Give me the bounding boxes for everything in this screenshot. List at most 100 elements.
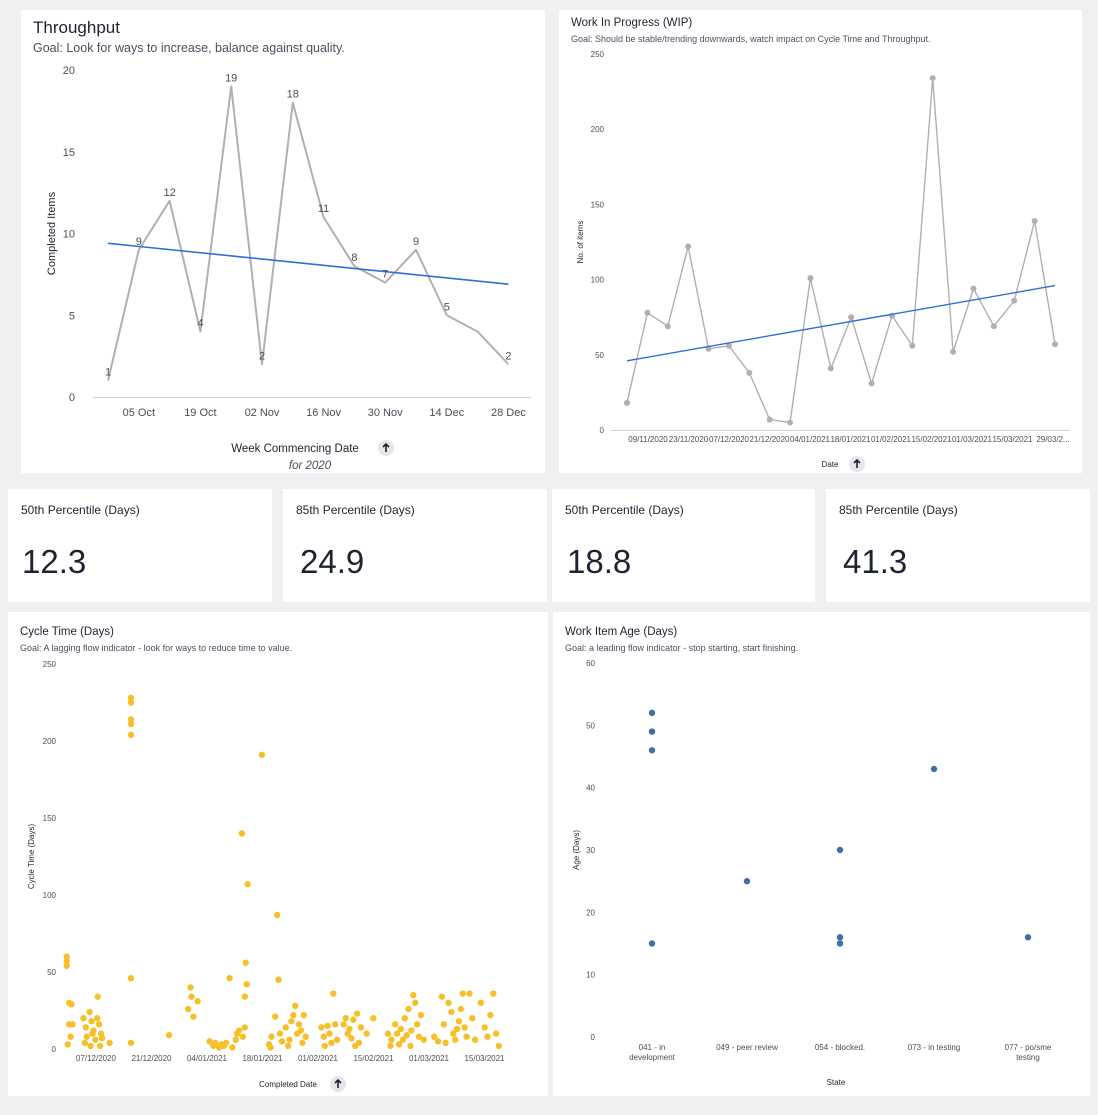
y-axis-title: No. of items <box>576 221 585 264</box>
cycle-time-subtitle: Goal: A lagging flow indicator - look fo… <box>20 643 293 653</box>
x-tick-label: 01/03/2021 <box>952 435 993 444</box>
data-point <box>384 1030 392 1037</box>
x-tick-label: 29/03/2... <box>1036 435 1069 444</box>
data-point <box>929 75 936 82</box>
data-point <box>399 1036 407 1043</box>
data-point <box>83 1033 90 1040</box>
data-point <box>243 981 250 988</box>
data-point <box>88 1018 95 1025</box>
data-point <box>272 1013 279 1020</box>
data-point <box>387 1042 394 1050</box>
y-tick-label: 20 <box>586 908 595 917</box>
data-point <box>63 962 70 970</box>
data-point <box>258 751 266 759</box>
y-tick-label: 60 <box>586 659 595 668</box>
y-tick-label: 50 <box>47 968 56 977</box>
x-tick-label: 18/01/2021 <box>242 1054 283 1063</box>
data-point <box>1024 934 1032 941</box>
data-point <box>348 1035 355 1042</box>
data-point <box>405 1005 412 1013</box>
data-label: 4 <box>197 318 203 330</box>
data-point <box>127 974 135 982</box>
data-point <box>492 1030 500 1037</box>
sort-arrow-up-icon[interactable] <box>378 440 394 456</box>
data-point <box>787 419 794 426</box>
data-point <box>302 1033 309 1040</box>
x-tick-label: 049 - peer review <box>716 1043 778 1052</box>
y-tick-label: 150 <box>43 814 57 823</box>
data-point <box>190 1013 197 1020</box>
data-point <box>241 993 248 1000</box>
data-point <box>94 1015 101 1022</box>
data-point <box>477 999 485 1006</box>
data-point <box>320 1033 327 1040</box>
data-label: 8 <box>351 252 357 264</box>
cycle-time-card: Cycle Time (Days) Goal: A lagging flow i… <box>8 612 548 1096</box>
x-tick-label: 01/02/2021 <box>298 1054 339 1063</box>
data-point <box>407 1042 414 1050</box>
x-tick-label: 21/12/2020 <box>131 1054 172 1063</box>
x-tick-label: testing <box>1016 1053 1040 1062</box>
kpi-value: 41.3 <box>843 543 908 580</box>
data-point <box>685 243 692 250</box>
x-tick-label: 04/01/2021 <box>187 1054 228 1063</box>
data-point <box>481 1024 488 1031</box>
data-point <box>127 1039 135 1047</box>
data-point <box>848 314 855 321</box>
x-tick-label: 15/03/2021 <box>992 435 1033 444</box>
data-point <box>276 1030 284 1037</box>
data-point <box>451 1036 459 1043</box>
data-point <box>184 1005 192 1013</box>
data-point <box>212 1039 219 1047</box>
kpi-value: 24.9 <box>300 543 365 580</box>
data-point <box>232 1036 239 1043</box>
y-tick-label: 150 <box>591 200 605 209</box>
work-item-age-card: Work Item Age (Days) Goal: a leading flo… <box>553 612 1090 1096</box>
x-tick-label: 07/12/2020 <box>76 1054 117 1063</box>
data-point <box>267 1044 274 1051</box>
data-point <box>471 1036 479 1043</box>
data-point <box>484 1033 491 1040</box>
x-tick-label: 04/01/2021 <box>790 435 831 444</box>
y-tick-label: 200 <box>43 737 57 746</box>
data-point <box>275 976 282 983</box>
data-point <box>457 1005 465 1013</box>
data-point <box>403 1031 410 1039</box>
data-point <box>461 1024 468 1031</box>
wip-subtitle: Goal: Should be stable/trending downward… <box>571 34 931 44</box>
x-tick-label: 077 - po/sme <box>1005 1043 1052 1052</box>
data-point <box>295 1021 303 1028</box>
data-point <box>64 1041 71 1048</box>
data-point <box>284 1042 292 1050</box>
kpi-value: 18.8 <box>567 543 632 580</box>
sort-arrow-up-icon[interactable] <box>849 456 865 472</box>
x-axis-title: Completed Date <box>259 1080 317 1089</box>
x-tick-label: 30 Nov <box>368 407 403 419</box>
data-label: 1 <box>105 367 111 379</box>
data-point <box>268 1033 275 1040</box>
x-tick-label: 14 Dec <box>429 407 464 419</box>
data-label: 9 <box>136 236 142 248</box>
data-point <box>330 990 337 997</box>
data-point <box>68 1001 75 1008</box>
data-label: 9 <box>413 236 419 248</box>
data-point <box>288 1018 295 1025</box>
y-tick-label: 0 <box>69 392 75 404</box>
kpi-title: 50th Percentile (Days) <box>565 503 684 517</box>
data-point <box>127 716 135 723</box>
data-label: 5 <box>444 301 450 313</box>
y-tick-label: 250 <box>591 50 605 59</box>
data-point <box>487 1011 494 1019</box>
data-point <box>413 1021 421 1028</box>
data-point <box>326 1030 333 1037</box>
data-point <box>415 1033 423 1040</box>
data-point <box>282 1024 289 1031</box>
data-point <box>909 342 916 349</box>
data-point <box>408 1027 415 1034</box>
data-point <box>836 934 844 941</box>
data-label: 2 <box>505 350 511 362</box>
sort-arrow-up-icon[interactable] <box>330 1076 346 1092</box>
y-tick-label: 250 <box>43 660 57 669</box>
data-point <box>346 1025 353 1033</box>
